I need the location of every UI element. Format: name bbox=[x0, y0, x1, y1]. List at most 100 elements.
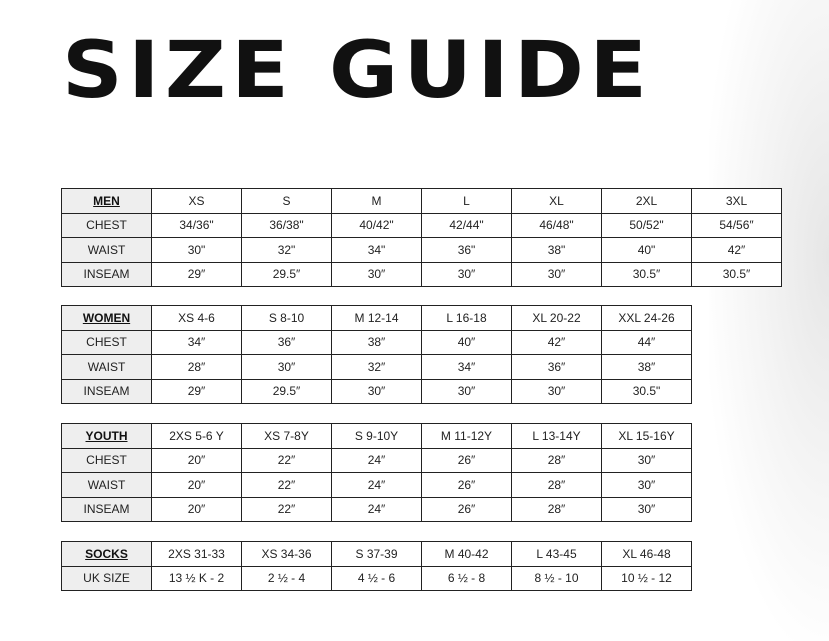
measurement-cell: 36″ bbox=[241, 329, 332, 355]
measurement-cell: 26″ bbox=[421, 496, 512, 522]
measurement-cell: 42″ bbox=[691, 237, 782, 263]
size-header-cell: M bbox=[331, 188, 422, 214]
table-row: WAIST 20″ 22″ 24″ 26″ 28″ 30″ bbox=[61, 472, 692, 498]
measurement-cell: 28″ bbox=[511, 472, 602, 498]
row-label: CHEST bbox=[61, 329, 152, 355]
measurement-cell: 42/44" bbox=[421, 212, 512, 238]
size-header-cell: S 37-39 bbox=[331, 541, 422, 567]
size-table-socks: SOCKS 2XS 31-33 XS 34-36 S 37-39 M 40-42 L 43… bbox=[61, 541, 692, 591]
measurement-cell: 20″ bbox=[151, 472, 242, 498]
measurement-cell: 30″ bbox=[241, 354, 332, 380]
measurement-cell: 22″ bbox=[241, 447, 332, 473]
page-title: SIZE GUIDE bbox=[62, 26, 653, 116]
size-header-cell: XL bbox=[511, 188, 602, 214]
row-label: INSEAM bbox=[61, 496, 152, 522]
measurement-cell: 30″ bbox=[331, 261, 422, 287]
measurement-cell: 46/48" bbox=[511, 212, 602, 238]
measurement-cell: 10 ½ - 12 bbox=[601, 565, 692, 591]
measurement-cell: 26″ bbox=[421, 472, 512, 498]
measurement-cell: 8 ½ - 10 bbox=[511, 565, 602, 591]
measurement-cell: 4 ½ - 6 bbox=[331, 565, 422, 591]
table-category-label: YOUTH bbox=[61, 423, 152, 449]
measurement-cell: 29.5″ bbox=[241, 261, 332, 287]
measurement-cell: 50/52" bbox=[601, 212, 692, 238]
measurement-cell: 30″ bbox=[421, 378, 512, 404]
measurement-cell: 29″ bbox=[151, 261, 242, 287]
measurement-cell: 30.5" bbox=[601, 378, 692, 404]
row-label: WAIST bbox=[61, 472, 152, 498]
measurement-cell: 30″ bbox=[601, 496, 692, 522]
measurement-cell: 28″ bbox=[511, 496, 602, 522]
measurement-cell: 22″ bbox=[241, 496, 332, 522]
measurement-cell: 30″ bbox=[601, 472, 692, 498]
row-label: CHEST bbox=[61, 447, 152, 473]
size-header-cell: S 9-10Y bbox=[331, 423, 422, 449]
size-header-cell: L 13-14Y bbox=[511, 423, 602, 449]
size-header-cell: XL 46-48 bbox=[601, 541, 692, 567]
row-label: INSEAM bbox=[61, 261, 152, 287]
size-table-youth: YOUTH 2XS 5-6 Y XS 7-8Y S 9-10Y M 11-12Y L 13… bbox=[61, 423, 692, 522]
measurement-cell: 22″ bbox=[241, 472, 332, 498]
size-header-cell: L bbox=[421, 188, 512, 214]
measurement-cell: 24″ bbox=[331, 447, 422, 473]
measurement-cell: 6 ½ - 8 bbox=[421, 565, 512, 591]
size-header-cell: XS bbox=[151, 188, 242, 214]
measurement-cell: 42″ bbox=[511, 329, 602, 355]
background-blur bbox=[709, 0, 829, 641]
measurement-cell: 30″ bbox=[421, 261, 512, 287]
measurement-cell: 38″ bbox=[601, 354, 692, 380]
measurement-cell: 30″ bbox=[331, 378, 422, 404]
measurement-cell: 32" bbox=[241, 237, 332, 263]
measurement-cell: 13 ½ K - 2 bbox=[151, 565, 242, 591]
measurement-cell: 20″ bbox=[151, 496, 242, 522]
measurement-cell: 34″ bbox=[421, 354, 512, 380]
measurement-cell: 28″ bbox=[511, 447, 602, 473]
size-header-cell: XS 7-8Y bbox=[241, 423, 332, 449]
row-label: UK SIZE bbox=[61, 565, 152, 591]
size-table-men: MEN XS S M L XL 2XL 3XL CHEST 34/36" 36/38" 40/42" 4… bbox=[61, 188, 782, 287]
table-row: CHEST 34/36" 36/38" 40/42" 42/44" 46/48" 50/52… bbox=[61, 212, 782, 238]
row-label: CHEST bbox=[61, 212, 152, 238]
table-category-label: MEN bbox=[61, 188, 152, 214]
measurement-cell: 30″ bbox=[511, 378, 602, 404]
table-row: INSEAM 29″ 29.5″ 30″ 30″ 30″ 30.5″ 30.5″ bbox=[61, 261, 782, 287]
size-header-cell: S bbox=[241, 188, 332, 214]
size-header-cell: M 12-14 bbox=[331, 305, 422, 331]
measurement-cell: 38" bbox=[511, 237, 602, 263]
table-category-label: SOCKS bbox=[61, 541, 152, 567]
measurement-cell: 30.5″ bbox=[601, 261, 692, 287]
size-header-cell: XL 15-16Y bbox=[601, 423, 692, 449]
size-header-cell: XL 20-22 bbox=[511, 305, 602, 331]
measurement-cell: 24″ bbox=[331, 472, 422, 498]
table-row: INSEAM 20″ 22″ 24″ 26″ 28″ 30″ bbox=[61, 496, 692, 522]
measurement-cell: 40″ bbox=[421, 329, 512, 355]
measurement-cell: 20″ bbox=[151, 447, 242, 473]
size-header-cell: 3XL bbox=[691, 188, 782, 214]
table-header-row: WOMEN XS 4-6 S 8-10 M 12-14 L 16-18 XL 20-22 X… bbox=[61, 305, 692, 331]
measurement-cell: 36″ bbox=[511, 354, 602, 380]
measurement-cell: 29″ bbox=[151, 378, 242, 404]
measurement-cell: 30″ bbox=[511, 261, 602, 287]
row-label: WAIST bbox=[61, 354, 152, 380]
size-header-cell: M 11-12Y bbox=[421, 423, 512, 449]
measurement-cell: 34" bbox=[331, 237, 422, 263]
measurement-cell: 26″ bbox=[421, 447, 512, 473]
measurement-cell: 30″ bbox=[601, 447, 692, 473]
table-row: WAIST 28″ 30″ 32″ 34″ 36″ 38″ bbox=[61, 354, 692, 380]
measurement-cell: 54/56″ bbox=[691, 212, 782, 238]
measurement-cell: 2 ½ - 4 bbox=[241, 565, 332, 591]
measurement-cell: 38″ bbox=[331, 329, 422, 355]
row-label: WAIST bbox=[61, 237, 152, 263]
size-header-cell: L 16-18 bbox=[421, 305, 512, 331]
size-header-cell: L 43-45 bbox=[511, 541, 602, 567]
table-row: INSEAM 29″ 29.5″ 30″ 30″ 30″ 30.5" bbox=[61, 378, 692, 404]
table-header-row: YOUTH 2XS 5-6 Y XS 7-8Y S 9-10Y M 11-12Y L 13… bbox=[61, 423, 692, 449]
size-header-cell: XXL 24-26 bbox=[601, 305, 692, 331]
table-header-row: MEN XS S M L XL 2XL 3XL bbox=[61, 188, 782, 214]
measurement-cell: 34/36" bbox=[151, 212, 242, 238]
size-header-cell: S 8-10 bbox=[241, 305, 332, 331]
size-header-cell: XS 34-36 bbox=[241, 541, 332, 567]
table-row: WAIST 30" 32" 34" 36" 38" 40" 42″ bbox=[61, 237, 782, 263]
row-label: INSEAM bbox=[61, 378, 152, 404]
